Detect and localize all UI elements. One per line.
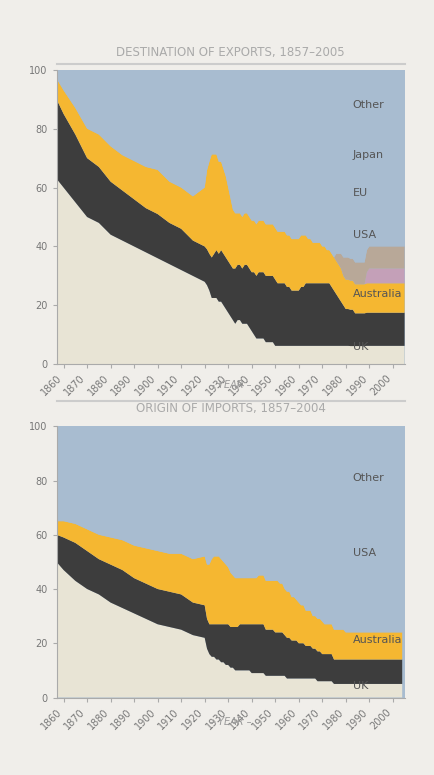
Text: – YEAR –: – YEAR – [209, 717, 251, 727]
Text: UK: UK [352, 342, 367, 352]
Title: ORIGIN OF IMPORTS, 1857–2004: ORIGIN OF IMPORTS, 1857–2004 [135, 402, 325, 415]
Text: UK: UK [352, 681, 367, 691]
Text: Australia: Australia [352, 288, 401, 298]
Text: Other: Other [352, 100, 384, 110]
Title: DESTINATION OF EXPORTS, 1857–2005: DESTINATION OF EXPORTS, 1857–2005 [116, 46, 344, 59]
Y-axis label: EXPORTS (%): EXPORTS (%) [0, 187, 1, 247]
Text: EU: EU [352, 188, 367, 198]
Text: USA: USA [352, 229, 375, 239]
Y-axis label: IMPORTS (%): IMPORTS (%) [0, 532, 1, 591]
Text: – YEAR –: – YEAR – [209, 380, 251, 390]
Text: Japan: Japan [352, 150, 383, 160]
Text: Australia: Australia [352, 636, 401, 646]
Text: USA: USA [352, 549, 375, 559]
Text: Other: Other [352, 473, 384, 483]
